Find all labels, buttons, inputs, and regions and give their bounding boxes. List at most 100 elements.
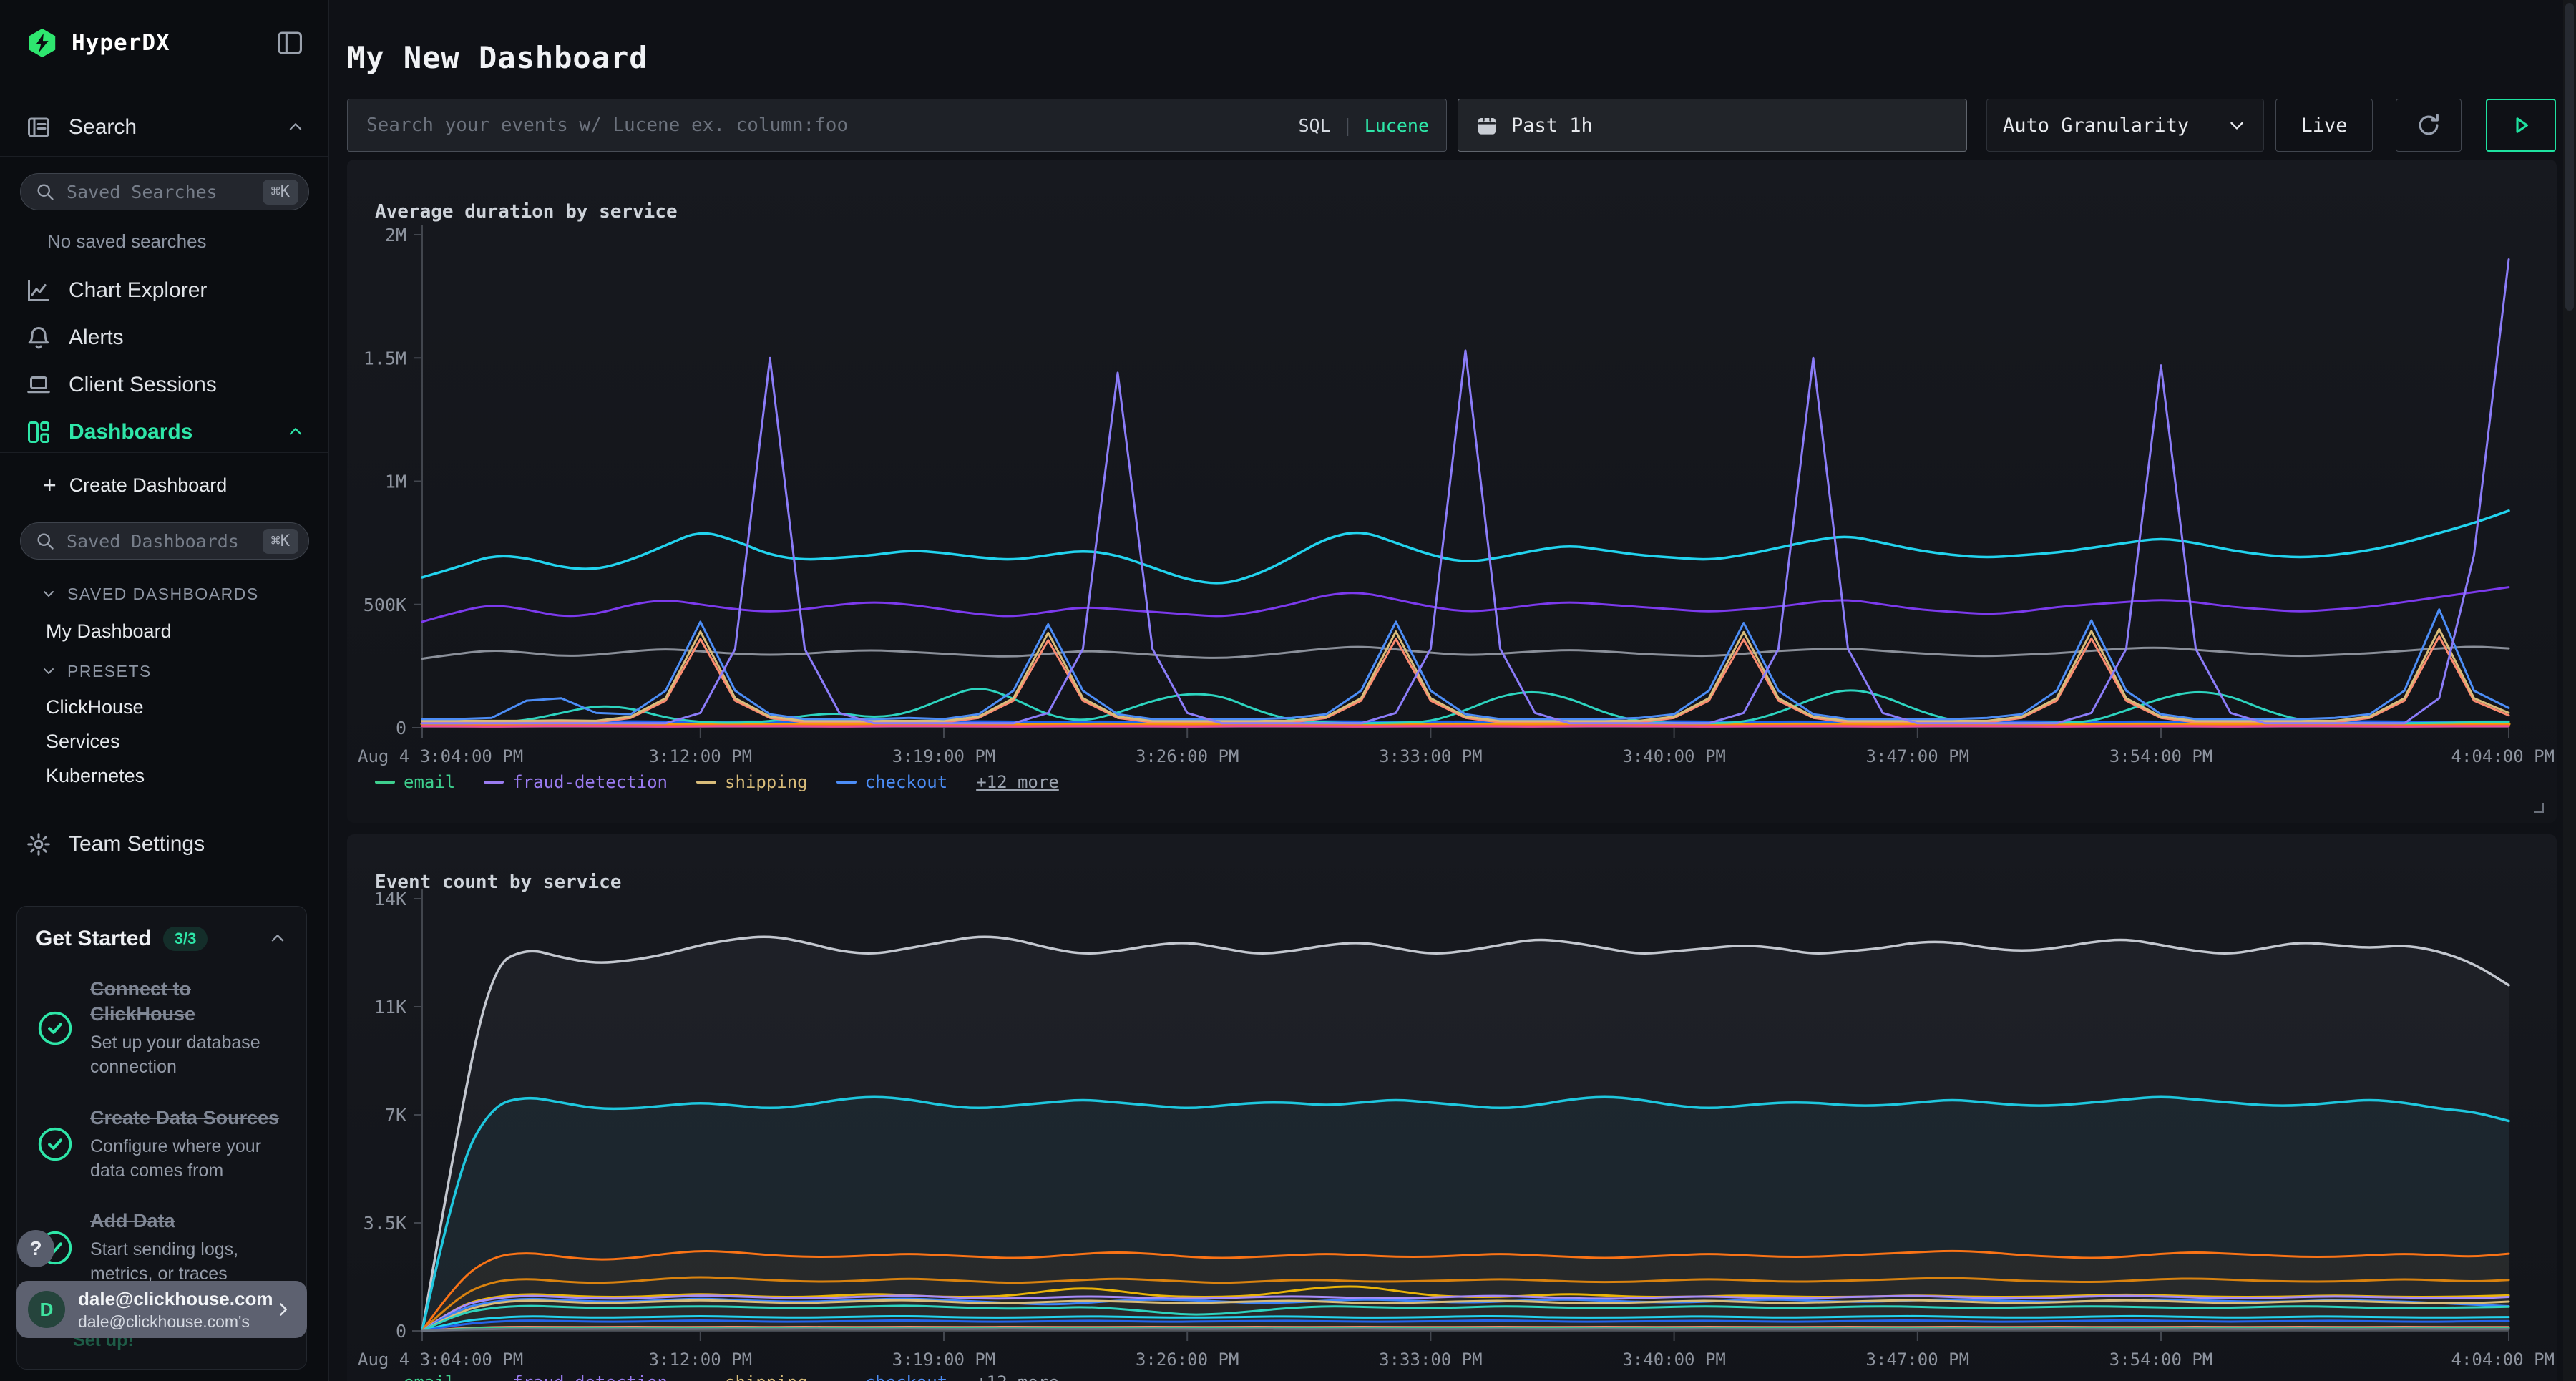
legend-item-email[interactable]: email <box>375 772 455 792</box>
sidebar-item-clickhouse[interactable]: ClickHouse <box>46 691 144 723</box>
series-line-more-cyan[interactable] <box>422 511 2509 583</box>
svg-text:3:47:00 PM: 3:47:00 PM <box>1866 1350 1970 1370</box>
page-scrollbar[interactable] <box>2563 0 2576 1381</box>
series-line-more-orange-flat[interactable] <box>422 724 2509 725</box>
live-button[interactable]: Live <box>2275 99 2373 152</box>
series-line-more-violet[interactable] <box>422 587 2509 622</box>
legend-item-fraud-detection[interactable]: fraud-detection <box>484 772 668 792</box>
magnifier-icon <box>35 531 55 551</box>
user-menu[interactable]: D dale@clickhouse.com dale@clickhouse.co… <box>16 1281 307 1338</box>
saved-dashboards-input[interactable] <box>65 530 263 552</box>
sidebar-item-services[interactable]: Services <box>46 726 120 757</box>
play-icon <box>2509 113 2533 137</box>
svg-text:4:04:00 PM: 4:04:00 PM <box>2451 746 2555 766</box>
event-search-box: SQL | Lucene <box>347 99 1447 152</box>
get-started-progress-badge: 3/3 <box>163 927 208 951</box>
time-range-picker[interactable]: Past 1h <box>1458 99 1967 152</box>
granularity-value: Auto Granularity <box>2003 114 2226 137</box>
svg-text:3:12:00 PM: 3:12:00 PM <box>649 746 753 766</box>
language-option-sql[interactable]: SQL <box>1298 115 1330 136</box>
legend-item-shipping[interactable]: shipping <box>696 1372 808 1381</box>
bell-icon <box>26 325 52 351</box>
svg-text:500K: 500K <box>364 595 406 615</box>
legend-item-fraud-detection[interactable]: fraud-detection <box>484 1372 668 1381</box>
get-started-item-add-data[interactable]: Add Data Start sending logs, metrics, or… <box>36 1209 288 1287</box>
chevron-up-icon[interactable] <box>286 422 306 442</box>
panel-resize-handle[interactable] <box>2534 803 2544 813</box>
refresh-button[interactable] <box>2396 99 2462 152</box>
presets-section-toggle[interactable]: PRESETS <box>40 658 152 684</box>
svg-text:3:33:00 PM: 3:33:00 PM <box>1379 1350 1482 1370</box>
chevron-up-icon[interactable] <box>268 929 288 949</box>
checklist-item-title: Connect to ClickHouse <box>90 977 288 1027</box>
event-search-input[interactable] <box>365 114 1298 137</box>
check-circle-icon <box>36 1125 74 1163</box>
user-org: dale@clickhouse.com's <box>78 1312 273 1332</box>
series-line-more-pink[interactable] <box>422 726 2509 727</box>
svg-text:3:54:00 PM: 3:54:00 PM <box>2109 746 2213 766</box>
chevron-up-icon[interactable] <box>286 117 306 137</box>
sidebar-item-client-sessions[interactable]: Client Sessions <box>26 365 306 405</box>
sidebar-item-alerts[interactable]: Alerts <box>26 318 306 358</box>
chevron-down-icon <box>2226 114 2248 136</box>
chart-panel-avg-duration: Average duration by service 2M1.5M1M500K… <box>347 160 2557 823</box>
get-started-item-sources[interactable]: Create Data Sources Configure where your… <box>36 1106 288 1184</box>
dashboard-grid-icon <box>26 419 52 445</box>
saved-dashboards-section-toggle[interactable]: SAVED DASHBOARDS <box>40 581 259 607</box>
language-option-lucene[interactable]: Lucene <box>1365 115 1429 136</box>
get-started-title: Get Started <box>36 927 152 951</box>
svg-text:Aug 4 3:04:00 PM: Aug 4 3:04:00 PM <box>358 1350 523 1370</box>
granularity-select[interactable]: Auto Granularity <box>1986 99 2264 152</box>
plus-icon: + <box>43 474 57 497</box>
sidebar-item-team-settings[interactable]: Team Settings <box>26 824 306 864</box>
chart-line-icon <box>26 278 52 303</box>
avatar: D <box>28 1291 65 1328</box>
sidebar-item-kubernetes[interactable]: Kubernetes <box>46 760 145 791</box>
legend-swatch <box>484 781 504 784</box>
legend-swatch <box>836 781 857 784</box>
legend-label: shipping <box>725 772 808 792</box>
run-query-button[interactable] <box>2486 99 2556 152</box>
sidebar-divider <box>0 452 328 453</box>
chevron-right-icon <box>273 1299 294 1320</box>
time-range-value: Past 1h <box>1511 114 1593 137</box>
sidebar-item-dashboards[interactable]: Dashboards <box>26 412 306 452</box>
legend-item-checkout[interactable]: checkout <box>836 1372 948 1381</box>
checklist-item-desc: Start sending logs, metrics, or traces <box>90 1238 288 1287</box>
svg-text:2M: 2M <box>385 225 406 245</box>
sidebar: HyperDX Search ⌘K No saved searches <box>0 0 329 1381</box>
sidebar-item-my-dashboard[interactable]: My Dashboard <box>46 615 172 647</box>
saved-searches-input[interactable] <box>65 181 263 203</box>
get-started-item-connect[interactable]: Connect to ClickHouse Set up your databa… <box>36 977 288 1080</box>
magnifier-icon <box>35 182 55 202</box>
sidebar-divider <box>0 156 328 157</box>
legend-item-checkout[interactable]: checkout <box>836 772 948 792</box>
sidebar-item-chart-explorer[interactable]: Chart Explorer <box>26 270 306 311</box>
chart-canvas-event-count[interactable]: 14K11K7K3.5K0Aug 4 3:04:00 PM3:12:00 PM3… <box>347 834 2557 1381</box>
legend-label: fraud-detection <box>512 1372 668 1381</box>
legend-more-link[interactable]: +12 more <box>976 772 1059 792</box>
saved-searches-pill[interactable]: ⌘K <box>20 173 309 210</box>
chart-canvas-avg-duration[interactable]: 2M1.5M1M500K0Aug 4 3:04:00 PM3:12:00 PM3… <box>347 160 2557 823</box>
svg-text:3:47:00 PM: 3:47:00 PM <box>1866 746 1970 766</box>
series-line-checkout[interactable] <box>422 610 2509 719</box>
legend-label: fraud-detection <box>512 772 668 792</box>
legend-item-email[interactable]: email <box>375 1372 455 1381</box>
scrollbar-thumb[interactable] <box>2565 3 2574 311</box>
svg-text:0: 0 <box>396 1321 406 1342</box>
create-dashboard-button[interactable]: + Create Dashboard <box>43 469 227 501</box>
legend-item-shipping[interactable]: shipping <box>696 772 808 792</box>
check-circle-icon <box>36 1009 74 1048</box>
sidebar-collapse-button[interactable] <box>274 27 306 59</box>
user-email: dale@clickhouse.com <box>78 1288 273 1310</box>
legend-more-link[interactable]: +12 more <box>976 1372 1059 1381</box>
chart-legend: email fraud-detection shipping checkout +12 … <box>375 772 1059 792</box>
sidebar-item-label: Chart Explorer <box>69 278 207 303</box>
saved-dashboards-pill[interactable]: ⌘K <box>20 522 309 560</box>
sidebar-item-search[interactable]: Search <box>26 107 306 147</box>
svg-text:3:19:00 PM: 3:19:00 PM <box>892 1350 996 1370</box>
app-root: HyperDX Search ⌘K No saved searches <box>0 0 2576 1381</box>
svg-text:7K: 7K <box>385 1105 406 1126</box>
help-button[interactable]: ? <box>17 1230 54 1267</box>
legend-swatch <box>696 781 716 784</box>
